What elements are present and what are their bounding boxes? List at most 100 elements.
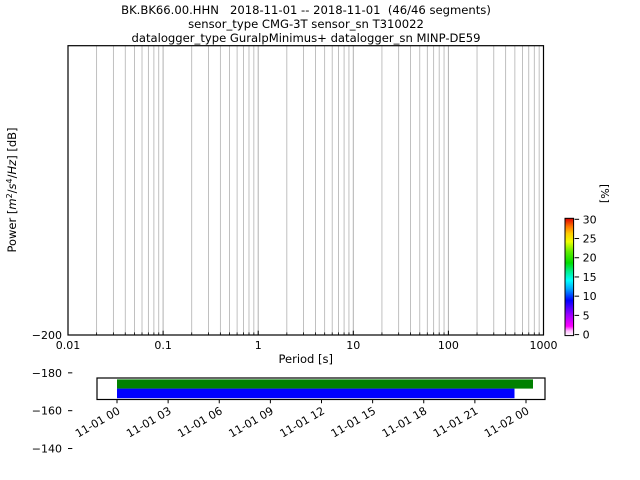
histogram-cell: [168, 473, 173, 476]
histogram-cell: [116, 463, 121, 466]
histogram-cell: [168, 440, 173, 443]
histogram-cell: [257, 474, 262, 477]
histogram-cell: [205, 453, 210, 456]
histogram-cell: [431, 452, 437, 455]
histogram-cell: [165, 458, 170, 461]
timeline-tick-label: 11-01 18: [380, 404, 429, 440]
histogram-cell: [156, 446, 161, 449]
histogram-cell: [357, 464, 362, 467]
histogram-cell: [245, 458, 250, 461]
histogram-cell: [424, 430, 429, 433]
histogram-cell: [404, 430, 409, 433]
histogram-cell: [101, 448, 106, 451]
histogram-cell: [400, 402, 405, 405]
histogram-cell: [420, 423, 425, 426]
histogram-cell: [277, 467, 282, 470]
histogram-cell: [494, 474, 503, 477]
histogram-cell: [105, 463, 110, 466]
histogram-cell: [124, 462, 128, 465]
histogram-cell: [200, 469, 205, 472]
histogram-cell: [189, 458, 194, 461]
histogram-cell: [117, 461, 122, 464]
histogram-cell: [344, 462, 349, 465]
histogram-cell: [204, 457, 209, 460]
histogram-cell: [364, 448, 369, 451]
histogram-cell: [429, 438, 434, 441]
histogram-cell: [141, 456, 146, 459]
histogram-cell: [261, 459, 266, 462]
histogram-cell: [164, 466, 169, 469]
histogram-cell: [285, 476, 290, 479]
histogram-cell: [181, 454, 186, 457]
histogram-cell: [281, 467, 286, 470]
histogram-cell: [172, 458, 177, 461]
histogram-cell: [196, 462, 201, 465]
histogram-cell: [256, 469, 261, 472]
histogram-cell: [165, 449, 170, 452]
histogram-cell: [257, 463, 262, 466]
histogram-cell: [117, 447, 122, 450]
histogram-cell: [165, 462, 170, 465]
histogram-cell: [468, 452, 477, 455]
histogram-cell: [224, 460, 229, 463]
histogram-cell: [156, 459, 161, 462]
histogram-cell: [364, 459, 369, 462]
histogram-cell: [281, 472, 286, 475]
histogram-cell: [129, 460, 134, 463]
histogram-cell: [136, 458, 141, 461]
histogram-cell: [436, 452, 441, 455]
histogram-cell: [252, 459, 257, 462]
histogram-cell: [372, 461, 378, 464]
histogram-cell: [520, 474, 529, 477]
histogram-cell: [424, 438, 429, 441]
histogram-cell: [468, 470, 477, 473]
histogram-cell: [464, 463, 469, 466]
histogram-cell: [101, 451, 106, 454]
histogram-cell: [181, 464, 186, 467]
histogram-cell: [460, 450, 465, 453]
histogram-cell: [136, 445, 141, 448]
histogram-cell: [464, 450, 469, 453]
histogram-cell: [121, 454, 126, 457]
histogram-cell: [460, 452, 465, 455]
histogram-cell: [276, 465, 281, 468]
histogram-cell: [353, 474, 359, 477]
histogram-cell: [381, 463, 387, 466]
histogram-cell: [413, 463, 419, 466]
histogram-cell: [494, 470, 503, 473]
histogram-cell: [204, 468, 209, 471]
histogram-cell: [233, 471, 238, 474]
colorbar-tick-label: 15: [583, 271, 597, 284]
histogram-cell: [356, 458, 361, 461]
histogram-cell: [460, 435, 465, 438]
histogram-cell: [236, 468, 241, 471]
histogram-cell: [380, 441, 385, 444]
histogram-cell: [132, 445, 137, 448]
histogram-cell: [112, 461, 117, 464]
histogram-cell: [117, 458, 122, 461]
histogram-cell: [420, 436, 425, 439]
histogram-cell: [100, 435, 105, 438]
histogram-cell: [404, 432, 409, 435]
histogram-cell: [419, 451, 424, 454]
histogram-cell: [369, 430, 374, 433]
histogram-cell: [125, 458, 129, 461]
histogram-cell: [105, 444, 110, 447]
histogram-cell: [141, 463, 146, 466]
histogram-cell: [352, 470, 357, 473]
histogram-cell: [144, 433, 149, 436]
histogram-cell: [220, 473, 225, 476]
histogram-cell: [200, 461, 205, 464]
histogram-cell: [413, 427, 418, 430]
histogram-cell: [124, 476, 129, 479]
histogram-cell: [165, 453, 170, 456]
histogram-cell: [132, 451, 137, 454]
histogram-cell: [428, 434, 433, 437]
histogram-cell: [197, 469, 202, 472]
histogram-cell: [352, 457, 357, 460]
histogram-cell: [228, 458, 233, 461]
histogram-cell: [460, 461, 465, 464]
histogram-cell: [205, 455, 210, 458]
histogram-cell: [424, 432, 429, 435]
histogram-cell: [244, 460, 249, 463]
